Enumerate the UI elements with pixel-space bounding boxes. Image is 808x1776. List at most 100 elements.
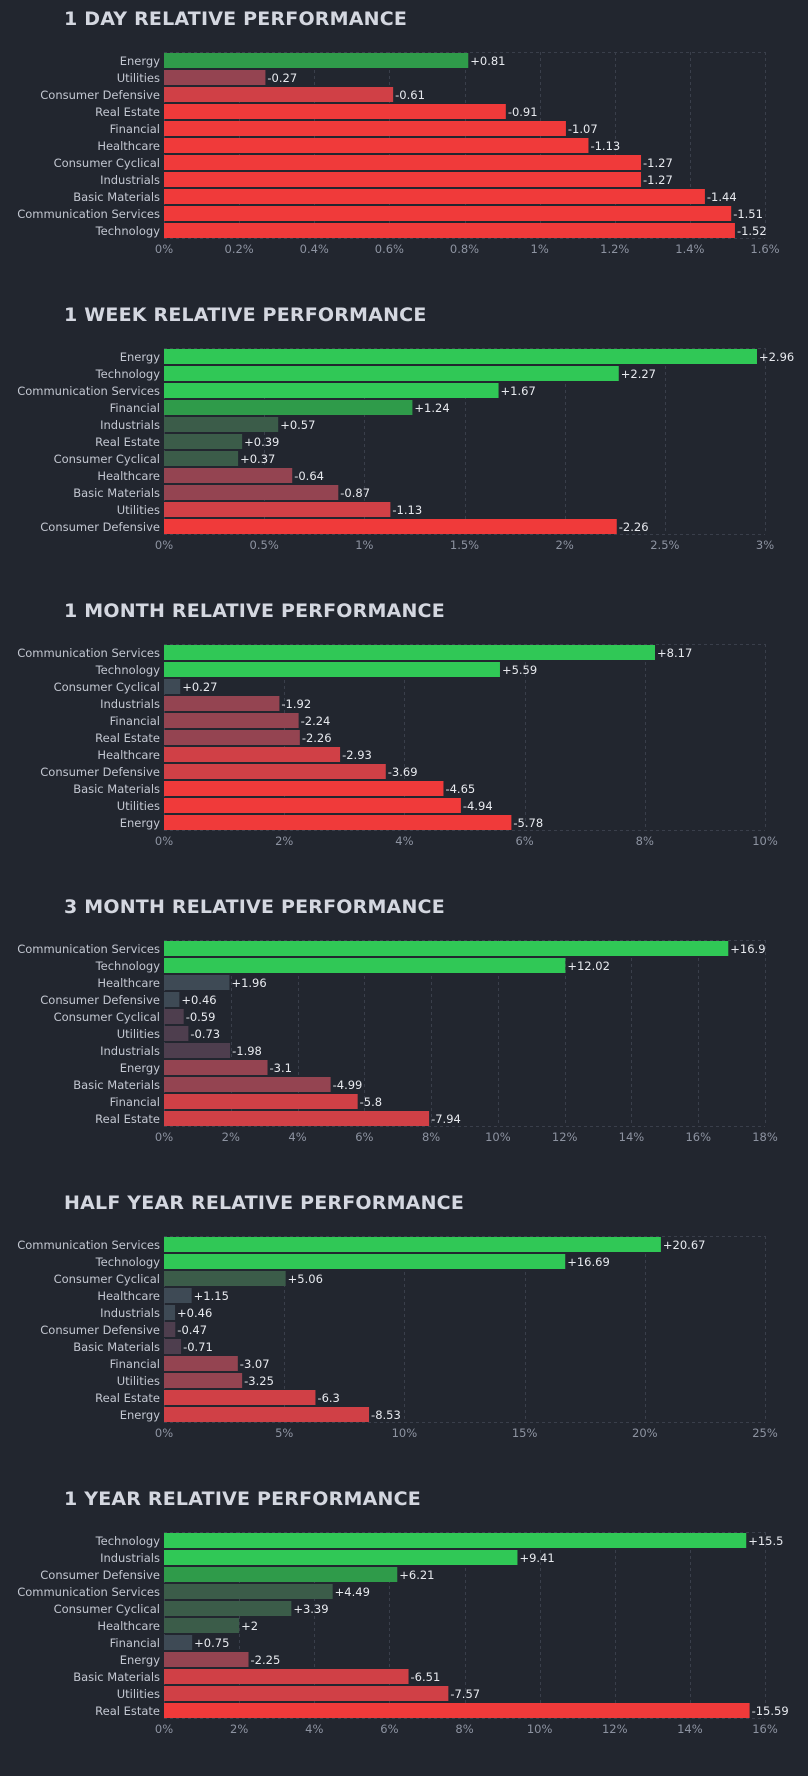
- bar-chart-1-day: Energy +0.81 Utilities -0.27 Consumer Defens…: [17, 52, 780, 256]
- value-label: -1.13: [392, 503, 422, 517]
- value-label: +20.67: [663, 1238, 706, 1252]
- x-tick-label: 2.5%: [650, 538, 679, 552]
- bar: [164, 189, 705, 204]
- category-label: Industrials: [100, 173, 160, 187]
- value-label: +3.39: [293, 1602, 328, 1616]
- value-label: +5.59: [502, 663, 537, 677]
- bar-chart-1-month: Communication Services +8.17 Technology +5.…: [17, 644, 778, 848]
- bar: [164, 155, 642, 170]
- bar-chart-1-year: Technology +15.5 Industrials +9.41 Consumer …: [17, 1532, 789, 1736]
- value-label: -2.26: [302, 731, 332, 745]
- bar: [164, 747, 341, 762]
- category-label: Real Estate: [95, 1112, 160, 1126]
- category-label: Healthcare: [97, 139, 160, 153]
- bar: [164, 1533, 747, 1548]
- category-label: Financial: [110, 1095, 160, 1109]
- category-label: Communication Services: [17, 942, 160, 956]
- bar: [164, 1322, 176, 1337]
- value-label: -2.26: [619, 520, 649, 534]
- x-tick-label: 15%: [512, 1426, 538, 1440]
- category-label: Industrials: [100, 418, 160, 432]
- value-label: -1.98: [232, 1044, 262, 1058]
- bar: [164, 662, 500, 677]
- category-label: Consumer Cyclical: [54, 1010, 160, 1024]
- bar: [164, 1305, 176, 1320]
- category-label: Technology: [95, 663, 161, 677]
- chart-title: 1 DAY RELATIVE PERFORMANCE: [64, 8, 408, 30]
- bar: [164, 451, 239, 466]
- value-label: +0.75: [194, 1636, 229, 1650]
- bar: [164, 70, 266, 85]
- category-label: Energy: [120, 1408, 160, 1422]
- x-tick-label: 2%: [275, 834, 293, 848]
- category-label: Communication Services: [17, 207, 160, 221]
- bars: Communication Services +8.17 Technology +5.…: [17, 645, 692, 830]
- bar: [164, 172, 642, 187]
- category-label: Basic Materials: [73, 190, 160, 204]
- bar: [164, 1567, 398, 1582]
- category-label: Consumer Defensive: [40, 1568, 160, 1582]
- value-label: -0.91: [508, 105, 538, 119]
- bar: [164, 1094, 358, 1109]
- x-tick-label: 2%: [556, 538, 574, 552]
- bar: [164, 1635, 193, 1650]
- chart-title: 1 YEAR RELATIVE PERFORMANCE: [64, 1488, 421, 1510]
- value-label: +1.15: [194, 1289, 229, 1303]
- x-tick-label: 20%: [632, 1426, 658, 1440]
- value-label: -2.24: [301, 714, 331, 728]
- value-label: +9.41: [519, 1551, 554, 1565]
- value-label: +2: [241, 1619, 258, 1633]
- bar: [164, 121, 566, 136]
- category-label: Real Estate: [95, 1391, 160, 1405]
- bars: Energy +0.81 Utilities -0.27 Consumer Defens…: [17, 53, 767, 238]
- value-label: +6.21: [399, 1568, 434, 1582]
- value-label: +0.57: [280, 418, 315, 432]
- category-label: Real Estate: [95, 1704, 160, 1718]
- x-tick-label: 1.5%: [450, 538, 479, 552]
- category-label: Industrials: [100, 1044, 160, 1058]
- value-label: -0.64: [294, 469, 324, 483]
- bar: [164, 206, 732, 221]
- value-label: -5.78: [513, 816, 543, 830]
- category-label: Industrials: [100, 1306, 160, 1320]
- category-label: Utilities: [117, 1687, 160, 1701]
- category-label: Consumer Defensive: [40, 993, 160, 1007]
- value-label: -4.65: [445, 782, 475, 796]
- category-label: Financial: [110, 1357, 160, 1371]
- x-tick-label: 10%: [392, 1426, 418, 1440]
- bar: [164, 349, 757, 364]
- category-label: Consumer Cyclical: [54, 680, 160, 694]
- value-label: -1.51: [733, 207, 763, 221]
- x-tick-label: 1.4%: [675, 242, 704, 256]
- x-tick-label: 2%: [222, 1130, 240, 1144]
- category-label: Basic Materials: [73, 782, 160, 796]
- bar: [164, 730, 300, 745]
- bar: [164, 1356, 238, 1371]
- value-label: -1.44: [707, 190, 737, 204]
- value-label: +2.96: [759, 350, 794, 364]
- bars: Energy +2.96 Technology +2.27 Communication …: [17, 349, 794, 534]
- bar: [164, 798, 461, 813]
- x-tick-label: 10%: [485, 1130, 511, 1144]
- category-label: Utilities: [117, 71, 160, 85]
- bar: [164, 1618, 240, 1633]
- value-label: +0.37: [240, 452, 275, 466]
- category-label: Energy: [120, 1061, 160, 1075]
- category-label: Communication Services: [17, 1238, 160, 1252]
- x-tick-label: 3%: [756, 538, 774, 552]
- x-tick-label: 16%: [752, 1722, 778, 1736]
- x-tick-label: 0%: [155, 1426, 173, 1440]
- category-label: Consumer Defensive: [40, 520, 160, 534]
- category-label: Energy: [120, 54, 160, 68]
- bar: [164, 975, 230, 990]
- category-label: Technology: [95, 1534, 161, 1548]
- bar: [164, 1550, 518, 1565]
- bar: [164, 713, 299, 728]
- bar: [164, 417, 279, 432]
- x-tick-label: 0%: [155, 242, 173, 256]
- category-label: Healthcare: [97, 469, 160, 483]
- category-label: Technology: [95, 367, 161, 381]
- bar: [164, 383, 499, 398]
- category-label: Industrials: [100, 697, 160, 711]
- x-tick-label: 10%: [752, 834, 778, 848]
